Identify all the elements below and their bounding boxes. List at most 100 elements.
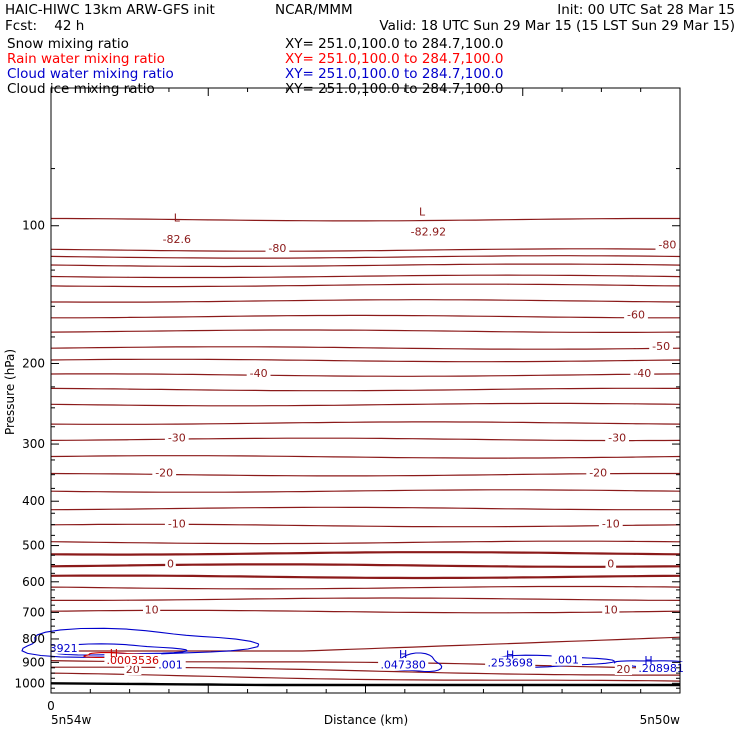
temperature-contour-0-0 [50, 551, 681, 556]
field-name-cloud-water: Cloud water mixing ratio [7, 66, 174, 82]
field-xy-snow: XY= 251.0,100.0 to 284.7,100.0 [285, 36, 503, 52]
y-tick-label-500: 500 [22, 539, 45, 553]
y-tick-label-800: 800 [22, 632, 45, 646]
temperature-label-0: -82.6 [163, 233, 191, 246]
x-endpoint-left: 5n54w [51, 713, 92, 727]
temperature-label-3: -80 [658, 239, 676, 252]
temperature-contour--40-1 [50, 373, 681, 377]
temperature-label-9-bg [605, 431, 629, 444]
temperature-contour-lower [51, 636, 681, 652]
temperature-contour--30-0 [50, 387, 680, 392]
temperature-contour--10-3 [50, 540, 681, 545]
field-name-cloud-ice: Cloud ice mixing ratio [7, 81, 155, 97]
temperature-contour--80-1 [50, 248, 681, 252]
temperature-label-11-bg [586, 466, 611, 479]
temperature-label-17-bg [602, 603, 620, 616]
temperature-contour--20-0 [50, 455, 681, 459]
temperature-contour--30-3 [50, 437, 681, 442]
temperature-label-12-bg [164, 517, 189, 530]
temperature-contour--10-2 [50, 523, 681, 528]
temperature-label-7: -40 [633, 367, 651, 380]
temperature-label-13: -10 [602, 518, 620, 531]
rain-water-label-0-bg [104, 653, 162, 666]
cloud-water-contour-left-outer [21, 627, 260, 658]
temperature-label-16: 10 [145, 604, 159, 617]
temperature-contour-20-2 [50, 672, 681, 682]
low-marker-0: L [174, 212, 181, 225]
temperature-label-13-bg [598, 517, 623, 530]
field-xy-rain: XY= 251.0,100.0 to 284.7,100.0 [285, 51, 503, 67]
field-xy-cloud-ice: XY= 251.0,100.0 to 284.7,100.0 [285, 81, 503, 97]
temperature-contour--30-1 [50, 402, 681, 407]
header-forecast: Fcst: 42 h [5, 18, 84, 34]
y-axis-label: Pressure (hPa) [3, 349, 17, 435]
temperature-label-10: -20 [155, 467, 173, 480]
temperature-label-1: -82.92 [411, 226, 446, 239]
temperature-contour--80-2 [50, 255, 681, 259]
temperature-label-8: -30 [168, 431, 186, 444]
cloud-water-label-5: .208981 [638, 662, 684, 675]
cloud-water-label-1-bg [155, 658, 186, 671]
temperature-label-7-bg [630, 367, 655, 380]
x-endpoint-right: 5n50w [640, 713, 681, 727]
temperature-label-12: -10 [168, 518, 186, 531]
temperature-contour--60-1 [51, 314, 680, 319]
temperature-contour--50-1 [50, 346, 681, 350]
temperature-contour--80-5 [50, 283, 681, 288]
temperature-label-14: 0 [167, 558, 174, 571]
temperature-contour--30-2 [50, 421, 681, 425]
temperature-label-5-bg [649, 340, 673, 352]
temperature-label-14-bg [165, 557, 176, 570]
temperature-contour--80-4 [50, 274, 681, 279]
temperature-label-1-bg [406, 225, 451, 238]
header-init: Init: 00 UTC Sat 28 Mar 15 [557, 2, 735, 18]
cloud-water-label-0-bg [48, 641, 79, 654]
low-marker-1: L [419, 206, 426, 219]
cloud-water-label-4: .001 [555, 654, 580, 667]
y-tick-label-300: 300 [22, 437, 45, 451]
temperature-label-3-bg [655, 238, 680, 251]
temperature-contour--10-1 [50, 506, 680, 511]
cloud-water-high-2: H [644, 654, 652, 667]
temperature-contour--60-0 [51, 299, 681, 303]
temperature-label-9: -30 [608, 431, 626, 444]
temperature-label-6: -40 [250, 367, 268, 380]
temperature-label-15-bg [605, 557, 617, 570]
header-title: HAIC-HIWC 13km ARW-GFS init [5, 2, 215, 18]
temperature-contour-0-1 [50, 563, 681, 568]
temperature-label-4: -60 [627, 309, 645, 322]
cloud-water-high-0: H [399, 648, 407, 661]
temperature-label-15: 0 [607, 558, 614, 571]
cloud-water-label-4-bg [551, 653, 582, 666]
cloud-water-label-0: 3921 [50, 642, 78, 655]
cloud-water-label-5-bg [636, 661, 687, 674]
x-axis-label: Distance (km) [324, 713, 408, 727]
temperature-label-16-bg [143, 603, 161, 616]
temperature-contour--50-0 [50, 329, 681, 333]
temperature-label-17: 10 [604, 604, 618, 617]
header-org: NCAR/MMM [275, 2, 353, 18]
field-name-snow: Snow mixing ratio [7, 36, 129, 52]
temperature-contour--10-0 [50, 489, 681, 493]
rain-water-label-0: .0003536 [107, 654, 160, 667]
cloud-water-label-2: .047380 [380, 658, 426, 671]
plot-content: -82.6 -82.92 -80 -80 -60 -50 -40 -40 -30 -30 -20 -2… [21, 206, 687, 687]
field-xy-cloud-water: XY= 251.0,100.0 to 284.7,100.0 [285, 66, 503, 82]
cloud-water-high-1: H [506, 648, 514, 661]
temperature-label-18-bg [124, 663, 142, 675]
temperature-label-4-bg [624, 308, 648, 321]
temperature-label-18: 20 [126, 663, 140, 676]
field-name-rain: Rain water mixing ratio [7, 51, 165, 67]
temperature-contour-0-2 [50, 574, 681, 580]
cloud-water-label-2-bg [378, 658, 429, 671]
y-tick-label-1000: 1000 [14, 676, 45, 690]
temperature-label-2: -80 [268, 242, 286, 255]
cloud-water-label-3: .253698 [487, 657, 533, 670]
temperature-label-8-bg [164, 431, 189, 444]
temperature-label-0-bg [158, 233, 196, 245]
temperature-label-19-bg [614, 663, 632, 675]
temperature-contour-10-1 [51, 597, 681, 602]
temperature-label-10-bg [152, 466, 177, 479]
y-tick-label-100: 100 [22, 219, 45, 233]
